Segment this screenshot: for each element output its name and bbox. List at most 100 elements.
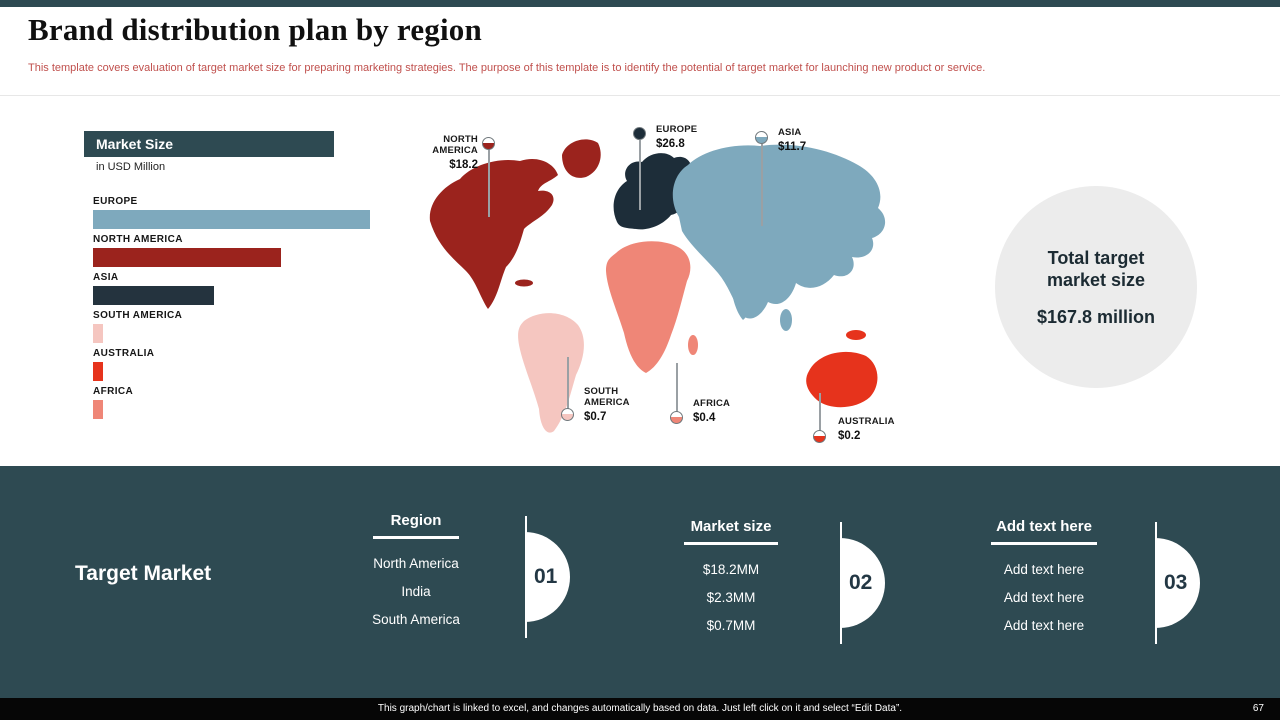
total-market-label: Total target market size	[1046, 247, 1146, 291]
badge-01-number: 01	[534, 565, 558, 588]
map-region-name: SOUTH AMERICA	[584, 386, 630, 408]
bar-row: AFRICA	[93, 386, 403, 419]
map-region-se-asia	[780, 309, 792, 331]
bar-category-label: SOUTH AMERICA	[93, 310, 183, 321]
market-size-row: $18.2MM	[702, 562, 760, 577]
leader-line-europe	[639, 140, 641, 210]
bar-row: NORTH AMERICA	[93, 234, 403, 267]
badge-01: 01	[525, 532, 570, 622]
column-market-size-header: Market size	[690, 518, 772, 535]
bar-north-america	[93, 248, 282, 267]
leader-line-australia	[819, 393, 821, 431]
bar-category-label: EUROPE	[93, 196, 138, 207]
bar-category-label: ASIA	[93, 272, 119, 283]
map-pin-africa	[670, 411, 683, 424]
column-region-rows: North America India South America	[341, 550, 491, 634]
target-market-section: Target Market Region North America India…	[0, 466, 1280, 698]
map-region-india	[731, 270, 761, 320]
map-label-africa: AFRICA $0.4	[693, 398, 731, 424]
map-region-value: $18.2	[449, 158, 478, 171]
add-text-placeholder[interactable]: Add text here	[1003, 562, 1085, 577]
map-label-asia: ASIA $11.7	[778, 127, 807, 153]
map-region-name: EUROPE	[656, 124, 698, 135]
market-size-bars: EUROPE NORTH AMERICA ASIA SOUTH AMERICA AUST…	[93, 196, 403, 424]
badge-03-number: 03	[1164, 571, 1188, 594]
add-text-placeholder[interactable]: Add text here	[1003, 590, 1085, 605]
map-area: NORTH AMERICA $18.2 EUROPE $26.8 ASIA $1…	[420, 124, 894, 460]
column-region-header: Region	[390, 512, 442, 529]
map-label-north-america: NORTH AMERICA $18.2	[422, 134, 478, 171]
footnote-text: This graph/chart is linked to excel, and…	[377, 703, 903, 714]
market-size-row: $0.7MM	[706, 618, 756, 633]
bar-category-label: AFRICA	[93, 386, 134, 397]
leader-line-asia	[761, 144, 763, 226]
bar-asia	[93, 286, 214, 305]
region-row: India	[401, 584, 431, 599]
leader-line-africa	[676, 363, 678, 413]
bar-africa	[93, 400, 103, 419]
map-region-value: $0.2	[838, 429, 861, 442]
map-region-asia	[672, 144, 886, 319]
page-subtitle: This template covers evaluation of targe…	[28, 62, 986, 74]
page-title: Brand distribution plan by region	[28, 12, 482, 47]
column-add-text-rows: Add text here Add text here Add text her…	[969, 556, 1119, 640]
map-pin-south-america	[561, 408, 574, 421]
map-region-south-america	[518, 313, 584, 433]
map-label-south-america: SOUTH AMERICA $0.7	[584, 386, 636, 423]
map-region-africa	[606, 241, 691, 373]
bar-row: ASIA	[93, 272, 403, 305]
map-region-name: ASIA	[778, 127, 802, 138]
region-row: South America	[372, 612, 460, 627]
add-text-placeholder[interactable]: Add text here	[1003, 618, 1085, 633]
column-add-text-header[interactable]: Add text here	[996, 518, 1092, 535]
header-divider	[0, 95, 1280, 96]
badge-02: 02	[840, 538, 885, 628]
region-row: North America	[373, 556, 459, 571]
top-accent-bar	[0, 0, 1280, 7]
map-region-europe	[613, 153, 694, 230]
badge-03: 03	[1155, 538, 1200, 628]
footer-bar: This graph/chart is linked to excel, and…	[0, 698, 1280, 720]
bar-europe	[93, 210, 370, 229]
total-market-value: $167.8 million	[1036, 306, 1156, 327]
column-region-underline	[373, 536, 459, 539]
leader-line-north-america	[488, 149, 490, 217]
leader-line-south-america	[567, 357, 569, 411]
map-region-greenland	[562, 139, 601, 178]
chart-title: Market Size	[84, 131, 334, 157]
column-market-size-underline	[684, 542, 778, 545]
column-add-text-underline	[991, 542, 1097, 545]
map-region-north-america	[429, 158, 558, 309]
bar-category-label: NORTH AMERICA	[93, 234, 183, 245]
map-region-name: AFRICA	[693, 398, 731, 409]
bar-south-america	[93, 324, 103, 343]
bar-row: AUSTRALIA	[93, 348, 403, 381]
market-size-row: $2.3MM	[706, 590, 756, 605]
map-pin-north-america	[482, 137, 495, 150]
column-add-text: Add text here Add text here Add text her…	[969, 518, 1119, 640]
map-region-value: $26.8	[656, 137, 685, 150]
bar-row: EUROPE	[93, 196, 403, 229]
map-region-name: AUSTRALIA	[838, 416, 895, 427]
map-pin-australia	[813, 430, 826, 443]
map-region-value: $0.4	[693, 411, 716, 424]
map-region-value: $11.7	[778, 140, 807, 153]
page-number: 67	[1252, 703, 1264, 714]
column-market-size-rows: $18.2MM $2.3MM $0.7MM	[656, 556, 806, 640]
map-region-value: $0.7	[584, 410, 607, 423]
map-region-madagascar	[688, 335, 698, 355]
bar-row: SOUTH AMERICA	[93, 310, 403, 343]
map-label-europe: EUROPE $26.8	[656, 124, 698, 150]
map-region-name: NORTH AMERICA	[432, 134, 478, 156]
map-region-australia	[806, 351, 878, 408]
map-region-new-guinea	[846, 330, 866, 340]
map-pin-europe	[633, 127, 646, 140]
map-pin-asia	[755, 131, 768, 144]
bar-australia	[93, 362, 103, 381]
total-market-circle: Total target market size $167.8 million	[995, 186, 1197, 388]
column-market-size: Market size $18.2MM $2.3MM $0.7MM	[656, 518, 806, 640]
bar-category-label: AUSTRALIA	[93, 348, 155, 359]
column-region: Region North America India South America	[341, 512, 491, 634]
map-region-caribbean	[515, 279, 533, 287]
